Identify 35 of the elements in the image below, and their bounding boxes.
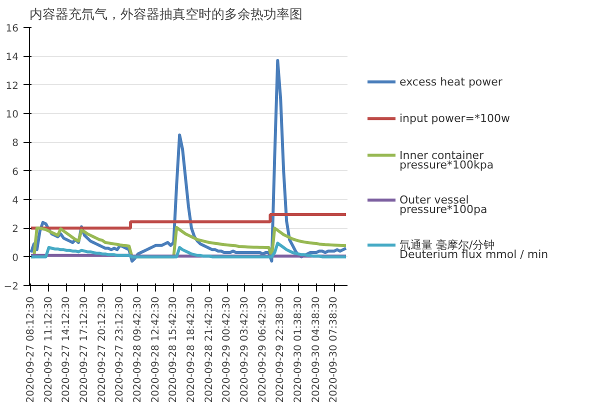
x-tick-label: 2020-09-29 06:42:30 <box>257 296 268 403</box>
line-series <box>30 242 348 258</box>
y-tick-label: 14 <box>6 52 19 64</box>
x-tick-label: 2020-09-29 22:38:30 <box>275 296 286 403</box>
x-tick-label: 2020-09-27 14:12:30 <box>61 296 72 403</box>
x-tick-label: 2020-09-30 04:38:30 <box>310 296 322 403</box>
legend-label: Outer vessel pressure*100pa <box>400 194 488 216</box>
y-tick-label: 12 <box>6 80 19 92</box>
x-tick-label: 2020-09-28 09:42:30 <box>132 296 144 403</box>
x-tick-label: 2020-09-28 12:42:30 <box>150 296 162 403</box>
x-tick-label: 2020-09-27 23:12:30 <box>114 296 126 403</box>
x-tick-label: 2020-09-29 00:42:30 <box>222 296 233 403</box>
legend-label: 氘通量 毫摩尔/分钟 Deuterium flux mmol / min <box>400 238 548 262</box>
x-tick-label: 2020-09-28 15:42:30 <box>168 296 180 403</box>
chart-title: 内容器充氘气，外容器抽真空时的多余热功率图 <box>30 6 302 22</box>
x-tick-label: 2020-09-27 17:12:30 <box>78 296 90 403</box>
legend-label: excess heat power <box>400 75 503 88</box>
x-tick-label: 2020-09-30 07:38:30 <box>328 296 340 403</box>
x-tick-label: 2020-09-27 08:12:30 <box>25 296 36 403</box>
x-tick-label: 2020-09-28 21:42:30 <box>204 296 215 403</box>
y-tick-label: 2 <box>12 224 19 236</box>
legend-label: Inner container pressure*100kpa <box>400 148 494 172</box>
y-tick-label: 10 <box>6 110 19 120</box>
y-tick-label: 16 <box>6 24 19 34</box>
y-tick-label: 8 <box>12 138 19 150</box>
y-tick-label: −2 <box>4 282 19 292</box>
y-tick-label: 4 <box>12 196 19 206</box>
y-tick-label: 6 <box>12 166 19 178</box>
x-tick-label: 2020-09-30 01:38:30 <box>292 296 304 403</box>
x-tick-label: 2020-09-29 03:42:30 <box>239 296 250 403</box>
x-tick-label: 2020-09-28 18:42:30 <box>186 296 197 403</box>
x-tick-label: 2020-09-27 11:12:30 <box>43 296 54 403</box>
x-tick-label: 2020-09-27 20:12:30 <box>96 296 108 403</box>
legend-label: input power=*100w <box>400 112 510 126</box>
y-tick-label: 0 <box>12 252 19 264</box>
